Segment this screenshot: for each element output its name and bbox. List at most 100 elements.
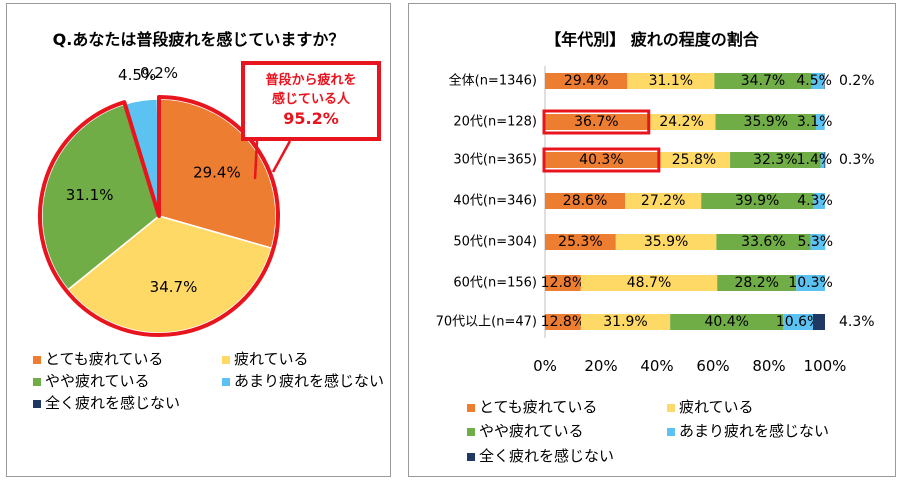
bar-chart-title: 【年代別】 疲れの程度の割合 — [545, 30, 759, 49]
bar-value-label: 40.4% — [704, 314, 748, 330]
bar-value-label: 35.9% — [644, 234, 688, 250]
highlight-box — [542, 109, 651, 135]
bar-segment — [796, 275, 825, 291]
bar-segment — [716, 234, 811, 250]
bar-value-label: 35.9% — [744, 114, 788, 130]
bar-segment — [615, 234, 717, 250]
row-category-label: 全体(n=1346) — [449, 73, 537, 89]
bar-segment — [715, 114, 817, 130]
legend-swatch — [667, 403, 675, 412]
bar-value-label: 1.4% — [797, 152, 833, 168]
row-category-label: 30代(n=365) — [453, 153, 537, 168]
bar-segment — [810, 234, 826, 250]
bar-value-label: 24.2% — [659, 114, 703, 130]
legend-label: とても疲れている — [479, 398, 598, 416]
bar-segment — [657, 152, 731, 168]
bar-value-label: 32.3% — [753, 152, 797, 168]
legend-swatch — [33, 355, 41, 364]
bar-value-label: 34.7% — [741, 73, 785, 89]
callout-value: 95.2% — [283, 109, 339, 128]
row-category-label: 60代(n=156) — [453, 276, 537, 291]
bar-value-label: 31.1% — [649, 73, 693, 89]
legend-swatch — [667, 427, 675, 436]
bar-segment — [545, 114, 648, 130]
pie-legend-item: あまり疲れを感じない — [222, 370, 384, 391]
bar-value-label: 39.9% — [735, 193, 779, 209]
bar-value-label: 29.4% — [564, 73, 608, 89]
bar-segment — [783, 314, 813, 330]
pie-slice — [67, 215, 273, 334]
bar-value-label: 4.3% — [839, 314, 875, 330]
bar-segment — [812, 193, 825, 209]
legend-label: 疲れている — [679, 398, 754, 416]
bar-segment — [545, 234, 616, 250]
legend-swatch — [33, 377, 41, 386]
bar-chart: 全体(n=1346) 29.4% 31.1% 34.7% 4.5% 0.2% 20代(n=1… — [436, 66, 875, 375]
bar-segment — [545, 193, 626, 209]
bar-chart-panel: 【年代別】 疲れの程度の割合 全体(n=1346) 29.4% 31.1% 34.7%… — [408, 3, 896, 477]
bar-segment — [625, 193, 702, 209]
bar-value-label: 4.3% — [797, 193, 833, 209]
bar-segment — [545, 73, 628, 89]
bar-segment — [580, 314, 671, 330]
legend-label: やや疲れている — [479, 422, 584, 440]
bar-value-label: 28.2% — [734, 275, 778, 291]
bar-value-label: 12.8% — [541, 314, 585, 330]
x-tick-label: 20% — [584, 357, 617, 375]
bar-value-label: 0.2% — [839, 73, 875, 89]
pie-value-label: 31.1% — [66, 186, 114, 204]
bar-segment — [717, 275, 797, 291]
pie-value-label: 34.7% — [150, 278, 198, 296]
bar-value-label: 36.7% — [574, 114, 618, 130]
row-category-label: 20代(n=128) — [453, 115, 537, 130]
bar-segment — [670, 314, 784, 330]
bar-value-label: 3.1% — [797, 114, 833, 130]
bar-value-label: 27.2% — [641, 193, 685, 209]
bar-legend-item: やや疲れている — [467, 420, 584, 441]
row-category-label: 70代以上(n=47) — [436, 315, 537, 330]
bar-segment — [545, 275, 581, 291]
bar-segment — [824, 73, 825, 89]
bar-value-label: 25.3% — [558, 234, 602, 250]
row-category-label: 40代(n=346) — [453, 194, 537, 209]
bar-value-label: 40.3% — [579, 152, 623, 168]
legend-swatch — [467, 403, 475, 412]
x-tick-label: 0% — [533, 357, 557, 375]
legend-label: 疲れている — [234, 350, 309, 368]
bar-segment — [580, 275, 718, 291]
legend-swatch — [222, 377, 230, 386]
legend-label: あまり疲れを感じない — [679, 422, 830, 440]
x-tick-label: 100% — [804, 357, 847, 375]
legend-label: あまり疲れを感じない — [234, 372, 385, 390]
pie-slice — [41, 103, 160, 291]
legend-swatch — [467, 452, 475, 461]
bar-value-label: 31.9% — [603, 314, 647, 330]
bar-legend-item: 全く疲れを感じない — [467, 445, 614, 466]
bar-segment — [824, 152, 826, 168]
row-category-label: 50代(n=304) — [453, 235, 537, 250]
pie-value-label: 4.5% — [118, 66, 156, 84]
bar-value-label: 25.8% — [672, 152, 716, 168]
legend-label: とても疲れている — [45, 350, 164, 368]
pie-legend-item: とても疲れている — [33, 348, 163, 369]
legend-swatch — [33, 399, 41, 408]
bar-segment — [545, 152, 658, 168]
bar-value-label: 10.3% — [788, 275, 832, 291]
legend-label: 全く疲れを感じない — [479, 447, 615, 465]
bar-segment — [701, 193, 813, 209]
pie-legend-item: やや疲れている — [33, 370, 150, 391]
bar-segment — [627, 73, 715, 89]
pie-chart: 29.4% 34.7% 31.1% 4.5%0.2% — [38, 64, 292, 337]
bar-value-label: 12.8% — [541, 275, 585, 291]
legend-swatch — [467, 427, 475, 436]
bar-value-label: 28.6% — [563, 193, 607, 209]
bar-legend-item: 疲れている — [667, 396, 754, 417]
bar-value-label: 10.6% — [776, 314, 820, 330]
pie-value-label: 29.4% — [193, 163, 241, 181]
callout-line1: 普段から疲れを — [265, 73, 357, 88]
callout-connector — [253, 140, 259, 180]
legend-label: やや疲れている — [45, 372, 150, 390]
bar-segment — [730, 152, 821, 168]
bar-segment — [816, 114, 825, 130]
pie-chart-title: Q.あなたは普段疲れを感じていますか？ — [52, 30, 345, 49]
